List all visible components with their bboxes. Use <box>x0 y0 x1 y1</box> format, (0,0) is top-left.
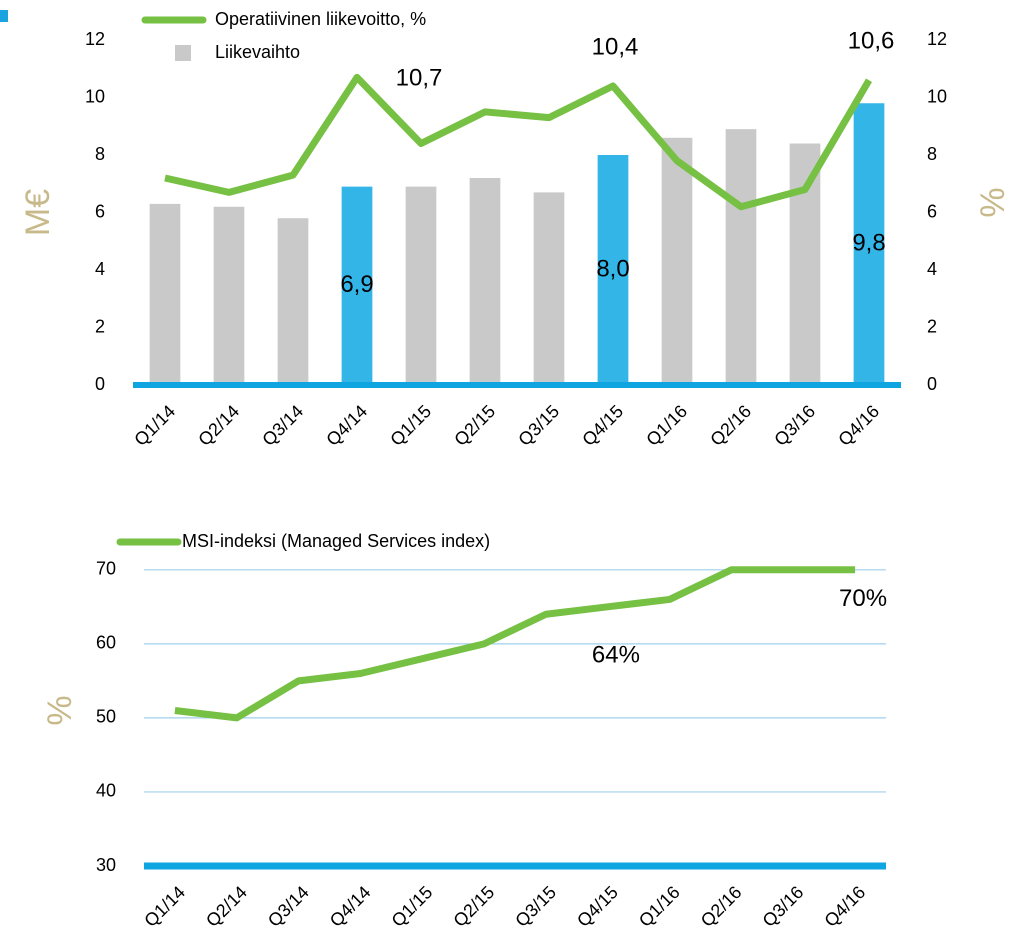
y-axis-label: M€ <box>19 189 57 236</box>
line-value-label: 10,4 <box>592 33 639 60</box>
x-tick-label: Q2/14 <box>194 401 243 450</box>
x-tick-label: Q2/16 <box>697 882 746 931</box>
legend-label: Liikevaihto <box>215 42 300 62</box>
bar <box>405 186 437 385</box>
y2-tick-label: 0 <box>927 374 937 394</box>
x-tick-label: Q2/15 <box>450 401 499 450</box>
bar <box>661 137 693 385</box>
y-tick-label: 50 <box>96 707 116 727</box>
x-tick-label: Q2/14 <box>202 882 251 931</box>
bar <box>725 129 757 385</box>
x-tick-label: Q1/14 <box>130 401 179 450</box>
x-tick-label: Q4/14 <box>326 882 375 931</box>
x-tick-label: Q4/16 <box>820 882 869 931</box>
legend-label: MSI-indeksi (Managed Services index) <box>182 531 490 551</box>
x-tick-label: Q1/16 <box>642 401 691 450</box>
bar <box>213 206 245 385</box>
y2-tick-label: 6 <box>927 201 937 221</box>
x-tick-label: Q4/16 <box>834 401 883 450</box>
bar <box>789 143 821 385</box>
corner-mark <box>0 10 8 22</box>
line-value-label: 70% <box>839 585 887 612</box>
y-tick-label: 8 <box>95 144 105 164</box>
x-tick-label: Q3/14 <box>258 401 307 450</box>
x-tick-label: Q1/15 <box>388 882 437 931</box>
x-tick-label: Q2/15 <box>449 882 498 931</box>
y2-axis-label: % <box>974 187 1009 217</box>
bar <box>277 218 309 385</box>
bar <box>469 178 501 385</box>
y2-tick-label: 2 <box>927 316 937 336</box>
x-tick-label: Q4/14 <box>322 401 371 450</box>
bar <box>149 203 181 385</box>
y-tick-label: 30 <box>96 855 116 875</box>
line-value-label: 64% <box>592 642 640 669</box>
y-tick-label: 0 <box>95 374 105 394</box>
x-tick-label: Q3/15 <box>514 401 563 450</box>
bar-value-label: 8,0 <box>596 255 629 282</box>
y2-tick-label: 10 <box>927 86 947 106</box>
bar <box>597 155 629 385</box>
x-tick-label: Q4/15 <box>578 401 627 450</box>
bar-value-label: 6,9 <box>340 271 373 298</box>
x-tick-label: Q1/15 <box>386 401 435 450</box>
bar <box>853 103 885 385</box>
x-tick-label: Q3/14 <box>264 882 313 931</box>
y-tick-label: 6 <box>95 201 105 221</box>
y2-tick-label: 8 <box>927 144 937 164</box>
line-value-label: 10,6 <box>848 28 895 55</box>
bar-value-label: 9,8 <box>852 229 885 256</box>
legend-swatch <box>175 45 191 61</box>
x-tick-label: Q3/16 <box>759 882 808 931</box>
y-axis-label: % <box>41 695 79 725</box>
x-tick-label: Q4/15 <box>573 882 622 931</box>
x-tick-label: Q1/16 <box>635 882 684 931</box>
line <box>164 73 873 211</box>
x-tick-label: Q2/16 <box>706 401 755 450</box>
y-tick-label: 40 <box>96 781 116 801</box>
y-tick-label: 2 <box>95 316 105 336</box>
y-tick-label: 10 <box>85 86 105 106</box>
x-tick-label: Q3/15 <box>511 882 560 931</box>
y-tick-label: 4 <box>95 259 105 279</box>
y2-tick-label: 4 <box>927 259 937 279</box>
bar <box>341 186 373 385</box>
bar <box>533 192 565 385</box>
x-tick-label: Q3/16 <box>770 401 819 450</box>
x-tick-label: Q1/14 <box>140 882 189 931</box>
y2-tick-label: 12 <box>927 29 947 49</box>
line <box>174 566 856 722</box>
y-tick-label: 60 <box>96 633 116 653</box>
y-tick-label: 70 <box>96 559 116 579</box>
legend-label: Operatiivinen liikevoitto, % <box>215 9 426 29</box>
y-tick-label: 12 <box>85 29 105 49</box>
line-value-label: 10,7 <box>396 65 443 92</box>
